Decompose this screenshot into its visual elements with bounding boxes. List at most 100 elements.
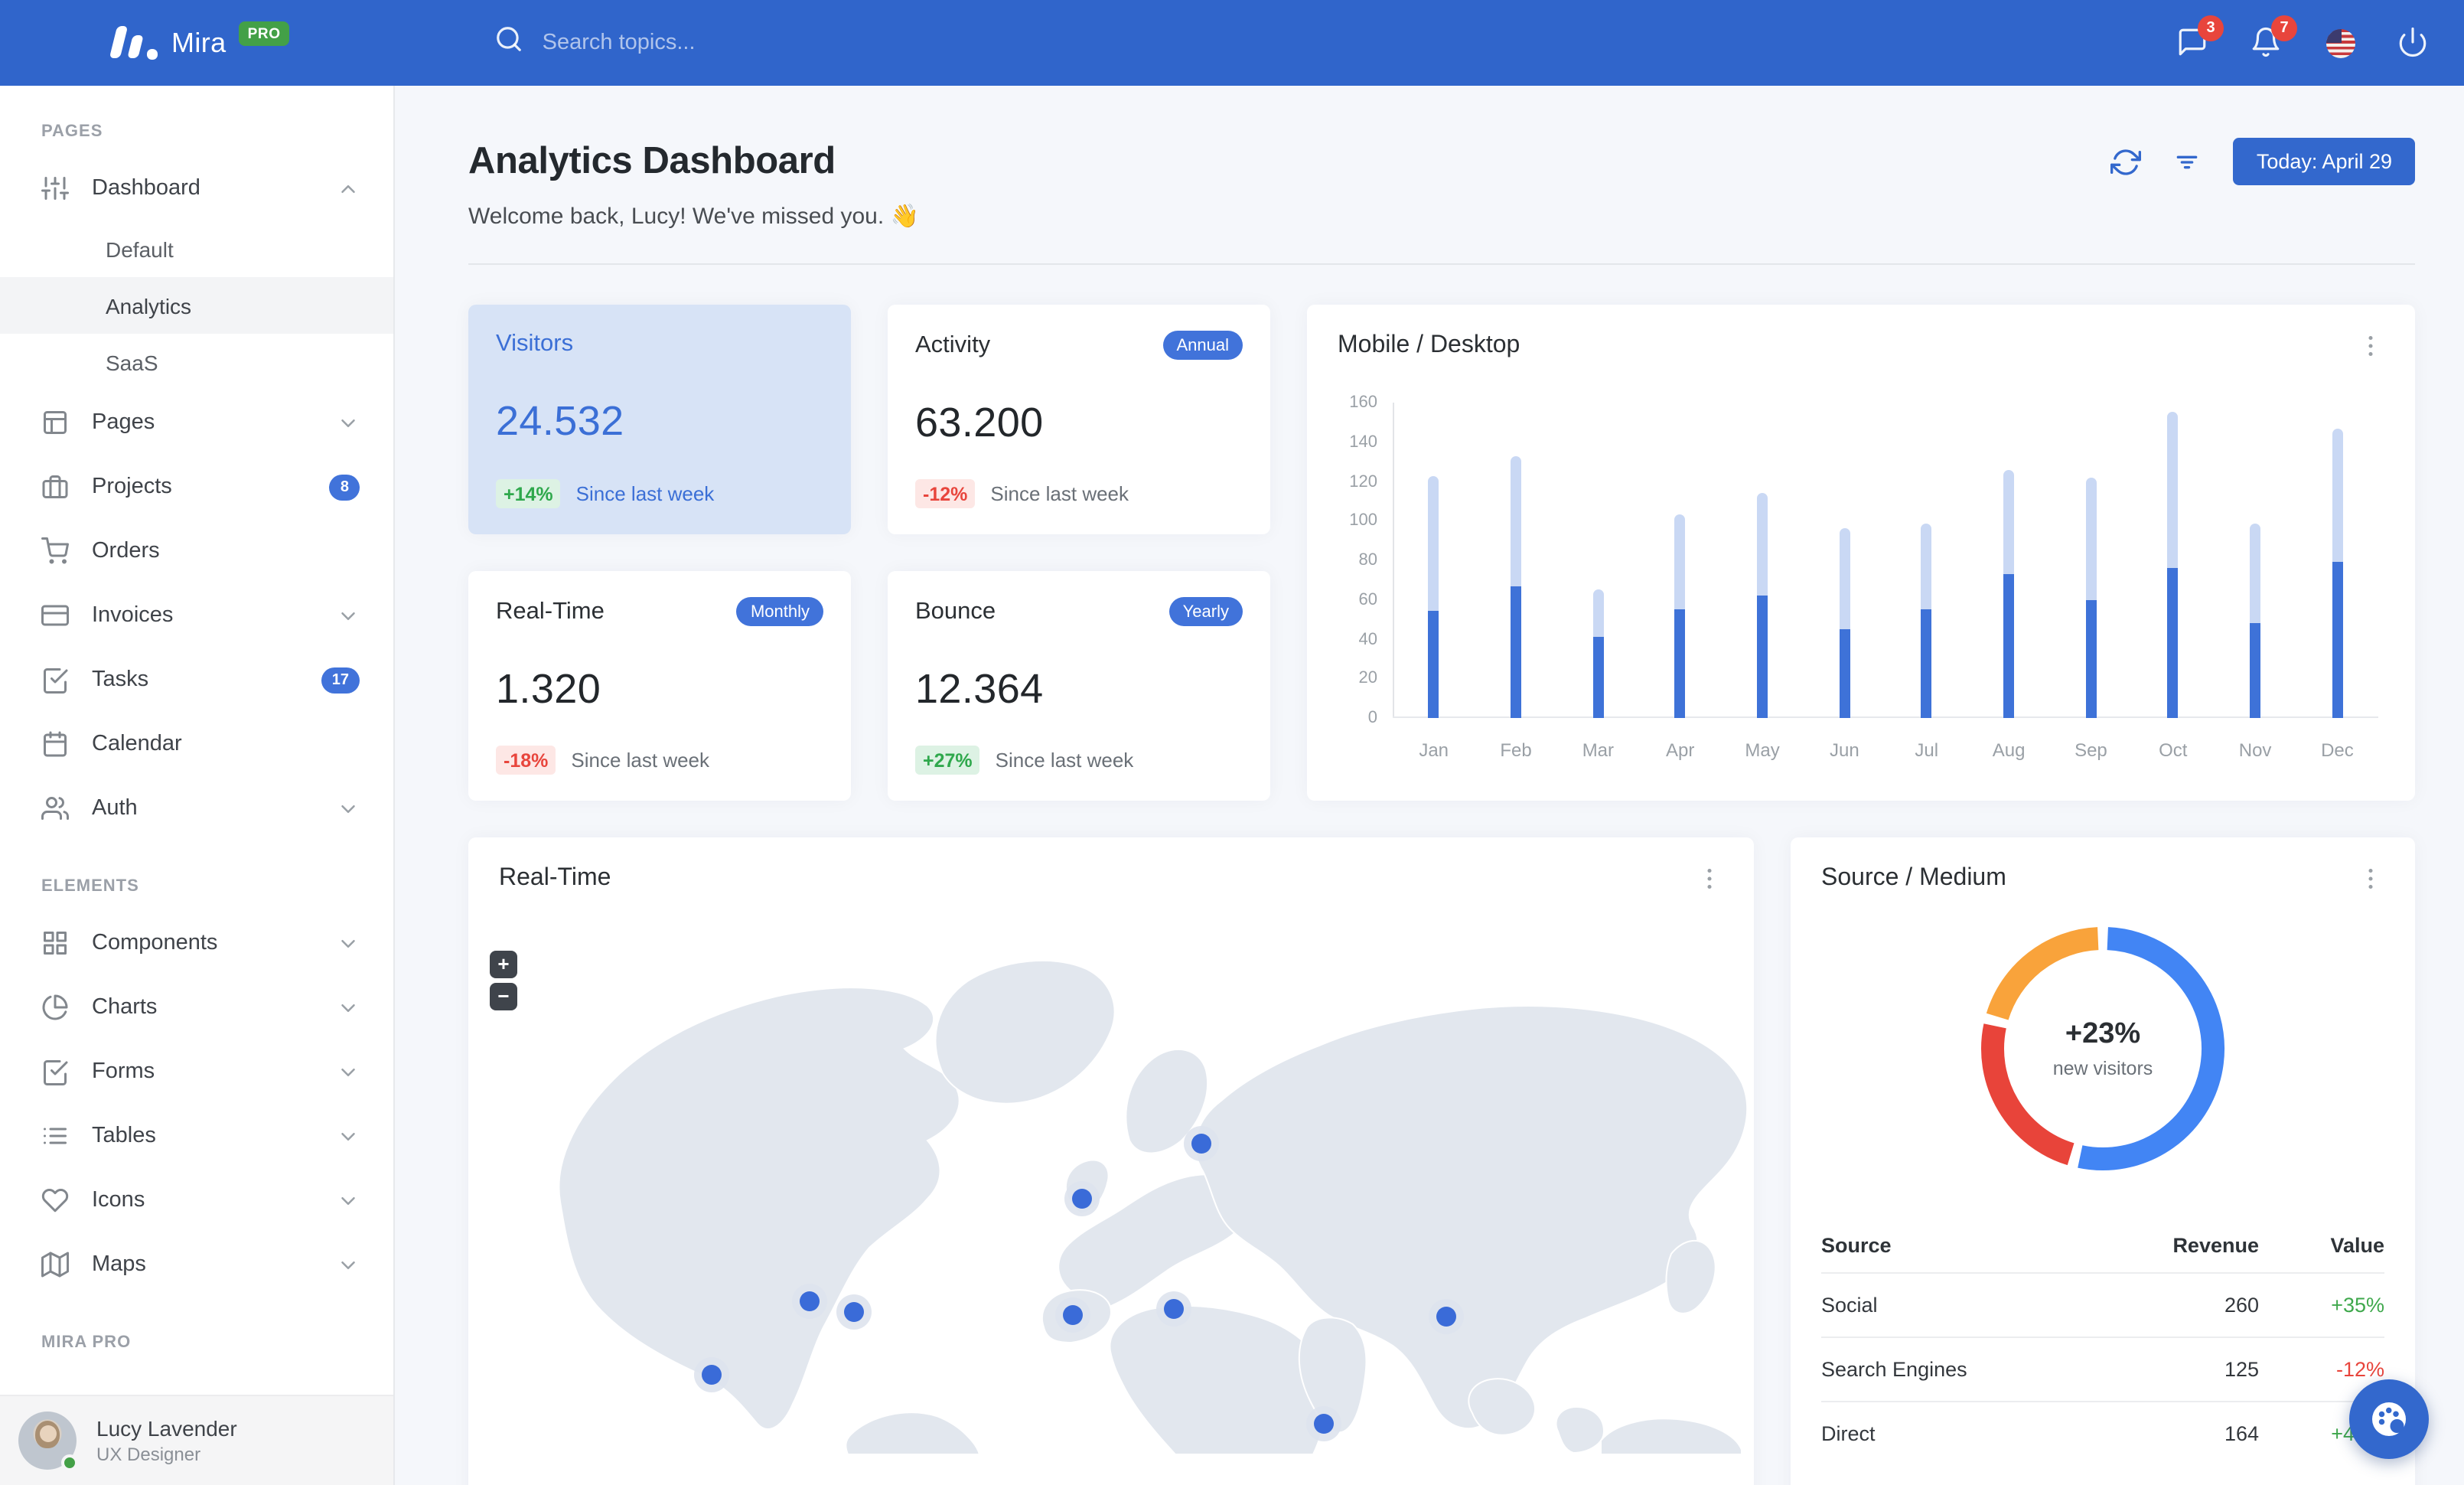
y-axis-tick: 60	[1358, 590, 1378, 609]
sidebar-item-auth[interactable]: Auth	[0, 776, 393, 840]
chevron-down-icon	[337, 604, 360, 627]
donut-chart: +23% new visitors	[1968, 914, 2237, 1183]
list-icon	[41, 1122, 69, 1150]
sidebar-item-maps[interactable]: Maps	[0, 1232, 393, 1297]
sidebar-item-tables[interactable]: Tables	[0, 1104, 393, 1168]
x-axis-line	[1393, 716, 2378, 718]
sidebar-subitem-default[interactable]: Default	[106, 237, 174, 261]
source-cell: Direct	[1821, 1422, 1876, 1445]
kebab-menu-icon[interactable]	[2357, 865, 2384, 893]
sidebar-item-label: Invoices	[92, 603, 174, 628]
bar-oct[interactable]	[2132, 403, 2214, 718]
chevron-up-icon	[337, 177, 360, 200]
theme-settings-fab[interactable]	[2349, 1379, 2429, 1459]
sidebar-subitem-analytics[interactable]: Analytics	[0, 277, 393, 334]
sidebar-item-orders[interactable]: Orders	[0, 519, 393, 583]
stat-title: Real-Time	[496, 598, 605, 624]
bar-aug[interactable]	[1967, 403, 2049, 718]
map-marker-3[interactable]	[1062, 1304, 1083, 1325]
y-axis-tick: 20	[1358, 669, 1378, 688]
refresh-button[interactable]	[2110, 146, 2142, 177]
top-navbar: Mira PRO 3 7	[0, 0, 2464, 86]
donut-segment-2[interactable]	[1986, 927, 2099, 1020]
sidebar-item-label: Icons	[92, 1188, 145, 1212]
map-marker-7[interactable]	[1313, 1413, 1334, 1434]
x-axis-label: Dec	[2321, 739, 2354, 761]
sidebar-subitem-saas[interactable]: SaaS	[106, 350, 158, 374]
language-button[interactable]	[2323, 26, 2357, 60]
power-icon	[2397, 27, 2429, 64]
messages-badge: 3	[2198, 15, 2224, 41]
sidebar-item-charts[interactable]: Charts	[0, 975, 393, 1040]
bar-dec[interactable]	[2296, 403, 2378, 718]
notifications-badge: 7	[2271, 15, 2297, 41]
map-marker-5[interactable]	[1191, 1134, 1211, 1154]
donut-segment-1[interactable]	[1981, 1023, 2075, 1166]
filter-button[interactable]	[2172, 146, 2203, 177]
period-badge[interactable]: Yearly	[1168, 597, 1243, 626]
chevron-down-icon	[337, 797, 360, 820]
period-badge[interactable]: Annual	[1162, 331, 1243, 360]
brand[interactable]: Mira PRO	[109, 21, 290, 64]
sign-out-button[interactable]	[2397, 26, 2430, 60]
chevron-down-icon	[337, 1189, 360, 1212]
world-map: + −	[468, 926, 1754, 1454]
stat-title: Activity	[915, 331, 991, 357]
sidebar: PAGES Dashboard Default Analytics SaaS Pages P…	[0, 86, 395, 1485]
bar-jan[interactable]	[1393, 403, 1475, 718]
world-map-svg	[558, 959, 1749, 1454]
map-marker-2[interactable]	[844, 1301, 864, 1322]
sidebar-item-icons[interactable]: Icons	[0, 1168, 393, 1232]
pie-chart-icon	[41, 994, 69, 1021]
bar-sep[interactable]	[2050, 403, 2132, 718]
map-zoom-in-button[interactable]: +	[490, 951, 517, 978]
stat-delta: -18%	[496, 746, 556, 775]
bar-nov[interactable]	[2214, 403, 2296, 718]
donut-segment-0[interactable]	[2078, 927, 2225, 1170]
chart-title: Mobile / Desktop	[1338, 332, 1520, 358]
bar-jul[interactable]	[1885, 403, 1967, 718]
sidebar-item-label: Tasks	[92, 667, 149, 692]
bar-apr[interactable]	[1639, 403, 1721, 718]
map-marker-6[interactable]	[1164, 1299, 1185, 1320]
map-marker-1[interactable]	[799, 1291, 820, 1311]
sidebar-item-tasks[interactable]: Tasks 17	[0, 648, 393, 712]
sidebar-item-pages[interactable]: Pages	[0, 390, 393, 455]
bar-mar[interactable]	[1557, 403, 1639, 718]
sidebar-user[interactable]: Lucy Lavender UX Designer	[0, 1395, 393, 1485]
sidebar-item-label: Maps	[92, 1252, 146, 1277]
date-range-button[interactable]: Today: April 29	[2233, 138, 2415, 185]
notifications-button[interactable]: 7	[2250, 15, 2297, 60]
divider	[468, 263, 2415, 265]
stat-delta: +14%	[496, 479, 561, 508]
map-marker-8[interactable]	[1436, 1306, 1457, 1327]
messages-button[interactable]: 3	[2176, 15, 2224, 60]
chevron-down-icon	[337, 1060, 360, 1083]
page-title: Analytics Dashboard	[468, 140, 836, 181]
online-status-dot	[61, 1454, 78, 1471]
sidebar-item-projects[interactable]: Projects 8	[0, 455, 393, 519]
map-marker-4[interactable]	[1071, 1189, 1092, 1209]
sidebar-item-calendar[interactable]: Calendar	[0, 712, 393, 776]
search-icon	[495, 24, 524, 61]
map-marker-0[interactable]	[701, 1364, 722, 1385]
sidebar-item-forms[interactable]: Forms	[0, 1040, 393, 1104]
bar-jun[interactable]	[1804, 403, 1885, 718]
period-badge[interactable]: Monthly	[736, 597, 823, 626]
kebab-menu-icon[interactable]	[2357, 332, 2384, 360]
bar-may[interactable]	[1721, 403, 1803, 718]
search-input[interactable]	[542, 31, 879, 55]
sidebar-item-invoices[interactable]: Invoices	[0, 583, 393, 648]
sidebar-item-components[interactable]: Components	[0, 911, 393, 975]
chevron-down-icon	[337, 411, 360, 434]
value-cell: -12%	[2335, 1358, 2384, 1381]
donut-center-value: +23%	[2065, 1018, 2141, 1050]
bar-feb[interactable]	[1475, 403, 1556, 718]
stat-value: 24.532	[496, 398, 624, 444]
x-axis-label: Oct	[2159, 739, 2188, 761]
sidebar-item-dashboard[interactable]: Dashboard	[0, 156, 393, 220]
kebab-menu-icon[interactable]	[1696, 865, 1723, 893]
map-zoom-out-button[interactable]: −	[490, 983, 517, 1010]
avatar	[18, 1412, 78, 1471]
